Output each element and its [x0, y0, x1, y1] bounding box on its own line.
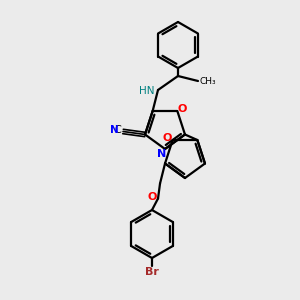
Text: CH₃: CH₃: [200, 76, 217, 85]
Text: C: C: [114, 125, 121, 136]
Text: N: N: [110, 125, 118, 136]
Text: O: O: [178, 104, 187, 114]
Text: O: O: [147, 193, 157, 202]
Text: O: O: [163, 133, 172, 143]
Text: N: N: [158, 149, 166, 159]
Text: HN: HN: [139, 86, 154, 96]
Text: Br: Br: [145, 267, 159, 277]
